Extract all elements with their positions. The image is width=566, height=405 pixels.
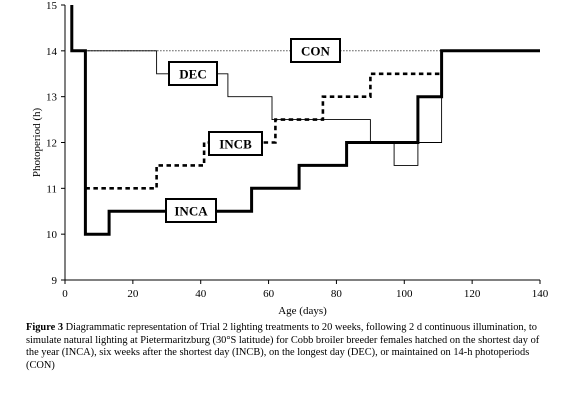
series-labels: CON DEC INCB INCA: [165, 38, 341, 223]
x-tick-label: 40: [195, 288, 207, 300]
y-tick-label: 13: [46, 92, 58, 104]
series-label-incb: INCB: [219, 137, 252, 152]
x-tick-label: 20: [127, 288, 139, 300]
label-box-incb: [208, 131, 263, 156]
y-tick-label: 9: [52, 275, 58, 287]
label-box-con: [290, 38, 341, 63]
y-tick-label: 12: [46, 138, 57, 150]
x-tick-label: 80: [331, 288, 343, 300]
y-tick-label: 11: [46, 183, 57, 195]
axes: 0 20 40 60 80 100 120 140 9 10 11 12 13 14 15 Age (days…: [31, 0, 549, 317]
x-tick-label: 100: [396, 288, 413, 300]
label-box-inca: [165, 198, 217, 223]
y-tick-label: 14: [46, 46, 58, 58]
x-tick-label: 0: [62, 288, 68, 300]
label-box-dec: [168, 61, 218, 86]
x-tick-label: 60: [263, 288, 275, 300]
figure-caption: Figure 3 Diagrammatic representation of …: [26, 322, 554, 372]
x-tick-label: 140: [532, 288, 549, 300]
series-label-dec: DEC: [179, 67, 206, 82]
series-line-incb: [85, 72, 442, 190]
y-axis-title: Photoperiod (h): [31, 107, 43, 177]
series-line-dec: [85, 50, 540, 166]
series-label-con: CON: [301, 44, 331, 59]
figure-label: Figure 3: [26, 322, 64, 333]
y-tick-label: 15: [46, 0, 58, 12]
chart: 0 20 40 60 80 100 120 140 9 10 11 12 13 14 15 Age (days…: [31, 0, 549, 317]
series-label-inca: INCA: [174, 204, 208, 219]
figure-caption-text: Diagrammatic representation of Trial 2 l…: [26, 322, 540, 371]
x-axis-title: Age (days): [278, 305, 327, 317]
series-line-inca: [70, 5, 540, 236]
y-tick-label: 10: [46, 229, 58, 241]
x-tick-label: 120: [464, 288, 481, 300]
